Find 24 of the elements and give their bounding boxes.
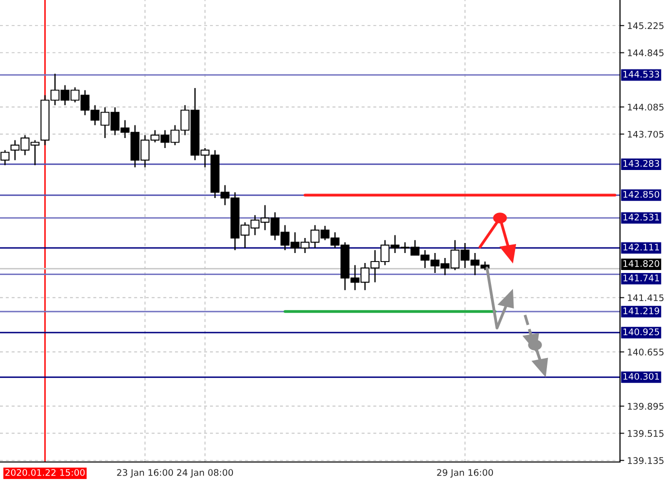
x-tick-label: 24 Jan 08:00 [177, 469, 233, 478]
y-tick-label: 141.415 [628, 294, 664, 302]
ref-line-label: 142.111 [623, 244, 659, 250]
ref-line-label: 142.850 [623, 190, 660, 198]
ref-line-label: 140.301 [623, 372, 659, 380]
ref-line-label: 143.283 [623, 160, 660, 167]
y-tick-label: 139.135 [628, 457, 664, 464]
ref-line-label: 141.219 [623, 307, 660, 314]
y-tick-label: 145.225 [628, 22, 664, 30]
ref-line-label: 142.531 [623, 214, 659, 221]
x-tick-label: 29 Jan 16:00 [437, 469, 493, 478]
y-tick-label: 139.515 [628, 430, 664, 437]
x-tick-label: 2020.01.22 15:00 [5, 469, 85, 476]
x-tick-label: 23 Jan 16:00 [117, 469, 173, 478]
y-tick-label: 143.705 [628, 130, 664, 138]
y-tick-label: 139.895 [628, 402, 664, 410]
y-tick-label: 144.845 [628, 49, 664, 56]
ref-line-label: 141.741 [623, 274, 659, 282]
y-tick-label: 144.085 [628, 104, 664, 111]
ref-line-label: 140.925 [623, 328, 660, 336]
y-tick-label: 140.655 [628, 348, 664, 356]
ref-line-label: 141.820 [623, 260, 660, 267]
ref-line-label: 144.533 [623, 70, 660, 78]
candlestick [0, 150, 10, 166]
